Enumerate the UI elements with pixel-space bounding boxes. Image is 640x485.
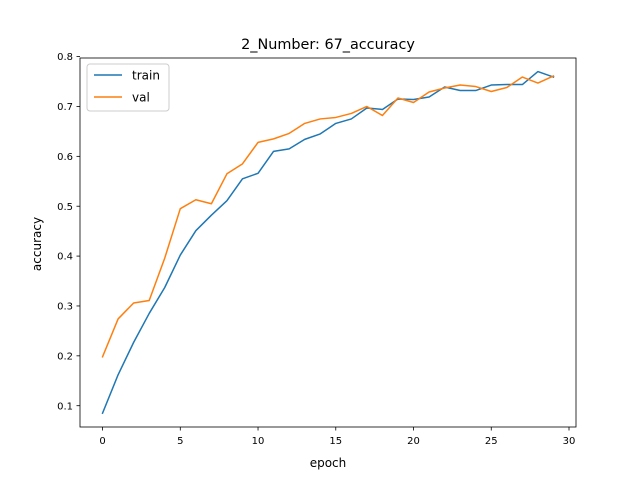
y-tick-label: 0.1: [57, 401, 73, 412]
plot-area: [79, 57, 577, 428]
x-tick-label: 10: [252, 436, 265, 447]
x-axis: 0 5 10 15 20 25 30: [99, 427, 575, 447]
y-tick-label: 0.6: [57, 152, 73, 163]
x-tick-label: 0: [99, 436, 105, 447]
legend: train val: [86, 63, 170, 112]
x-tick-label: 25: [485, 436, 498, 447]
series-line-val: [101, 75, 555, 358]
y-tick-label: 0.8: [57, 52, 73, 63]
x-tick-label: 30: [563, 436, 576, 447]
x-tick-label: 20: [407, 436, 420, 447]
x-axis-label: epoch: [310, 456, 347, 470]
y-tick-label: 0.3: [57, 302, 73, 313]
y-tick-label: 0.2: [57, 351, 73, 362]
y-axis: 0.1 0.2 0.3 0.4 0.5 0.6 0.7 0.8: [57, 52, 80, 412]
y-tick-label: 0.4: [57, 252, 73, 263]
y-tick-label: 0.5: [57, 202, 73, 213]
chart-title: 2_Number: 67_accuracy: [241, 37, 415, 53]
legend-label-val: val: [132, 91, 150, 105]
x-tick-label: 5: [177, 436, 183, 447]
x-tick-label: 15: [329, 436, 342, 447]
axes-frame: [79, 57, 577, 428]
legend-label-train: train: [132, 69, 160, 83]
y-axis-label: accuracy: [30, 217, 44, 271]
series-line-train: [101, 70, 555, 415]
y-tick-label: 0.7: [57, 102, 73, 113]
